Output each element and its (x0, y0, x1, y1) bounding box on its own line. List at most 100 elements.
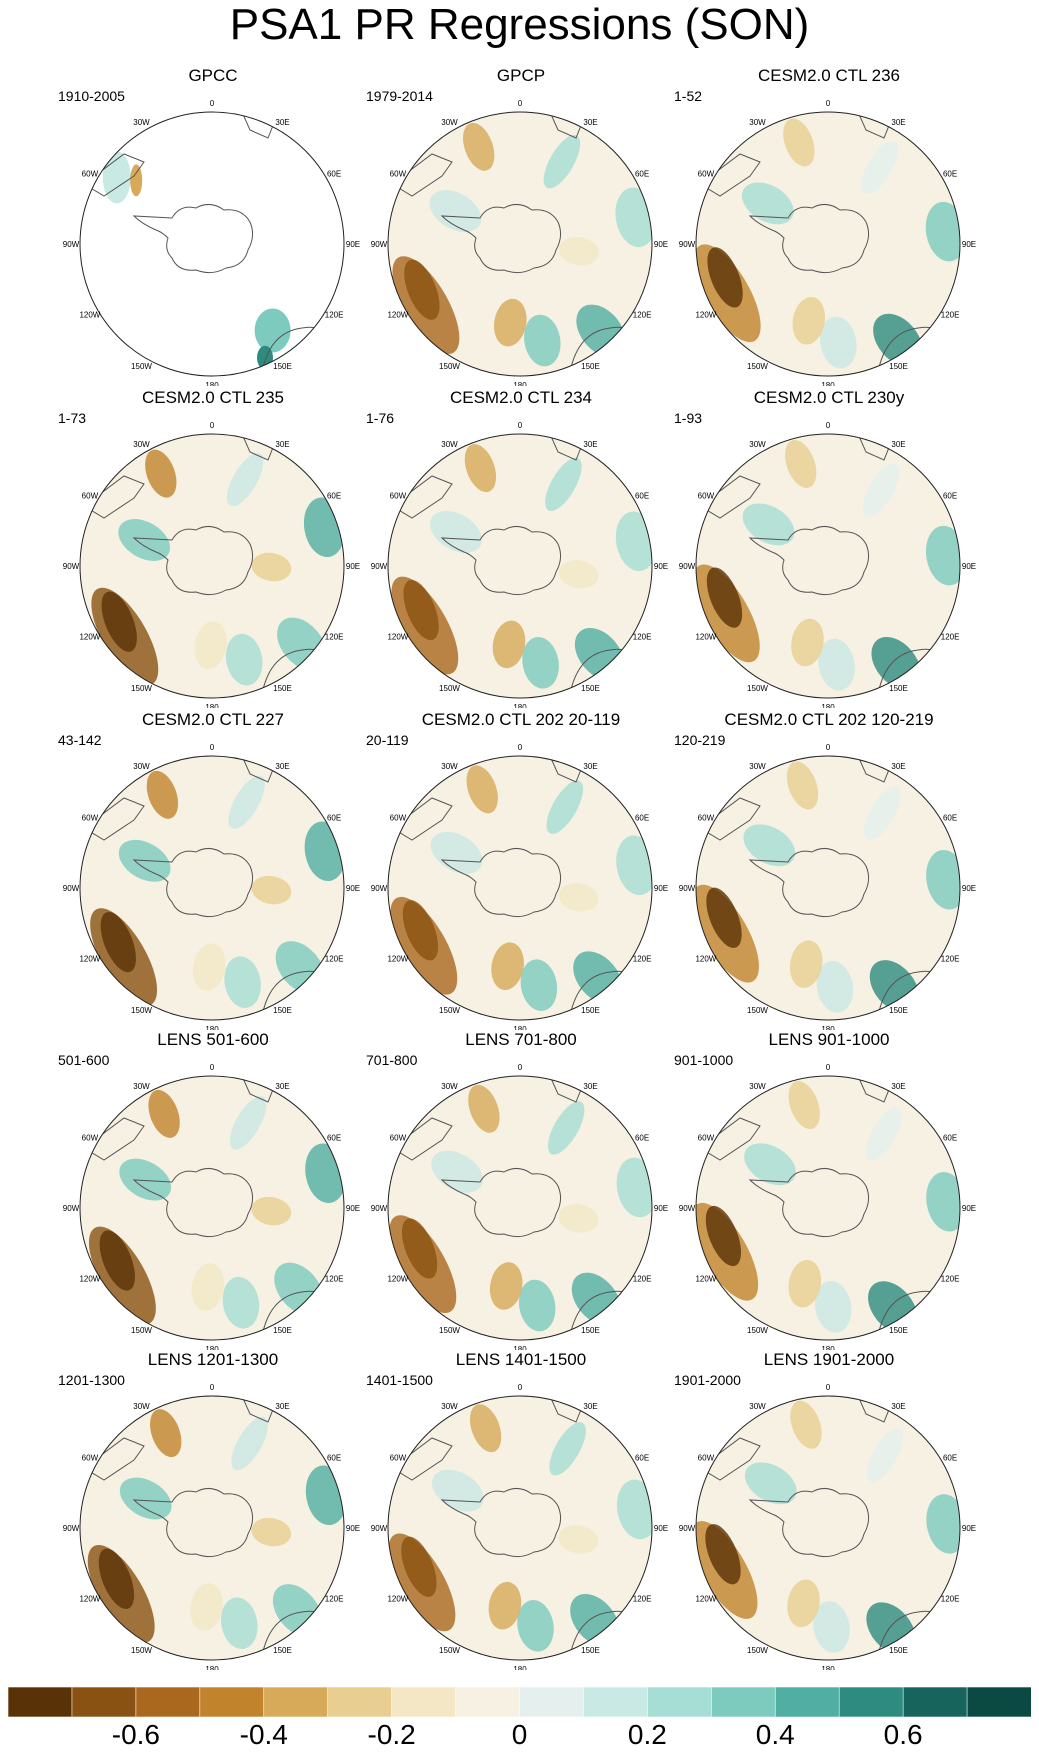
contour-blob (494, 298, 527, 347)
longitude-label: 120W (387, 311, 408, 320)
colorbar-swatch (902, 1687, 968, 1717)
south-america-coastline (83, 1437, 145, 1481)
contour-blob (520, 959, 558, 1011)
longitude-label: 120E (325, 633, 344, 642)
contour-blob (492, 620, 526, 669)
longitude-label: 90W (679, 884, 696, 893)
longitude-label: 60E (943, 1454, 957, 1463)
longitude-label: 120E (633, 955, 652, 964)
contour-blob (785, 440, 817, 488)
africa-coastline (549, 1076, 585, 1103)
colorbar-labels: -0.6 -0.4 -0.2 0 0.2 0.4 0.6 (0, 1717, 1039, 1757)
longitude-label: 90W (63, 240, 80, 249)
longitude-label: 150E (581, 1006, 600, 1015)
longitude-label: 120E (325, 311, 344, 320)
map-border (79, 755, 345, 1021)
contour-blob (741, 182, 794, 225)
longitude-label: 150W (439, 1326, 460, 1335)
contour-blob (866, 1428, 904, 1482)
panel-period: 20-119 (366, 732, 409, 748)
map-border (695, 433, 961, 699)
colorbar-swatch (583, 1687, 649, 1717)
longitude-label: 180 (513, 1345, 527, 1350)
longitude-label: 60E (635, 1134, 649, 1143)
longitude-label: 30E (891, 1082, 905, 1091)
panel-period: 1910-2005 (58, 88, 125, 104)
antarctica-coastline (748, 526, 870, 596)
longitude-label: 30W (133, 762, 150, 771)
map-border (387, 111, 653, 377)
colorbar-swatch (327, 1687, 393, 1717)
contour-blob (430, 831, 483, 874)
longitude-label: 180 (205, 1345, 219, 1350)
longitude-label: 60W (698, 1134, 715, 1143)
longitude-label: 120E (941, 1595, 960, 1604)
longitude-label: 90E (962, 884, 976, 893)
longitude-label: 90W (371, 1524, 388, 1533)
map-panel: CESM2.0 CTL 234 1-76 0 30E 60E 90E 120E 150E 180… (348, 388, 694, 708)
map-background (696, 756, 960, 1020)
longitude-label: 60E (943, 814, 957, 823)
longitude-label: 30W (133, 440, 150, 449)
contour-blob (100, 911, 136, 973)
longitude-label: 120W (387, 633, 408, 642)
contour-blob (788, 1081, 820, 1130)
longitude-label: 90E (962, 240, 976, 249)
panel-title: CESM2.0 CTL 230y (753, 388, 905, 407)
polar-map: 0 30E 60E 90E 120E 150E 180 150W 120W 90W 60W 30W (371, 743, 668, 1030)
contour-blob (558, 560, 599, 589)
antarctica-coastline (132, 848, 254, 918)
longitude-label: 0 (210, 743, 215, 752)
map-background (696, 1076, 960, 1340)
contour-blob (744, 1462, 797, 1505)
longitude-label: 60W (82, 170, 99, 179)
polar-map: 0 30E 60E 90E 120E 150E 180 150W 120W 90W 60W 30W (679, 99, 976, 386)
longitude-label: 60E (327, 814, 341, 823)
contour-blob (546, 780, 584, 834)
longitude-label: 60W (82, 1454, 99, 1463)
contour-blob (820, 316, 857, 369)
longitude-label: 90E (654, 884, 668, 893)
longitude-label: 60E (943, 170, 957, 179)
panel-period: 120-219 (674, 732, 726, 748)
map-border (387, 433, 653, 699)
map-panel: LENS 1901-2000 1901-2000 0 30E 60E 90E 120E 150… (656, 1350, 1002, 1670)
longitude-label: 30E (891, 1402, 905, 1411)
longitude-label: 60E (943, 1134, 957, 1143)
colorbar-tick-label: -0.4 (239, 1719, 288, 1750)
polar-map: 0 30E 60E 90E 120E 150E 180 150W 120W 90W 60W 30W (679, 421, 976, 708)
longitude-label: 120E (325, 955, 344, 964)
map-border (79, 1075, 345, 1341)
antarctica-coastline (132, 526, 254, 596)
longitude-label: 0 (518, 1383, 523, 1392)
map-border (695, 1075, 961, 1341)
longitude-label: 150W (747, 1326, 768, 1335)
longitude-label: 90W (679, 1204, 696, 1213)
polar-map: 0 30E 60E 90E 120E 150E 180 150W 120W 90W 60W 30W (679, 743, 976, 1030)
africa-coastline (549, 1396, 585, 1423)
contour-blob (488, 1581, 522, 1630)
contour-blob (743, 824, 796, 867)
longitude-label: 30W (441, 440, 458, 449)
longitude-label: 120W (79, 633, 100, 642)
map-background (696, 112, 960, 376)
longitude-label: 0 (210, 99, 215, 108)
longitude-label: 30W (749, 440, 766, 449)
antarctica-coastline (748, 1168, 870, 1238)
contour-blob (744, 1143, 796, 1186)
longitude-label: 90W (371, 1204, 388, 1213)
panel-title: LENS 1401-1500 (455, 1350, 587, 1369)
contour-blob (146, 770, 179, 819)
contour-blob (401, 1218, 438, 1279)
contour-blob (225, 633, 263, 686)
longitude-label: 60E (327, 1134, 341, 1143)
longitude-label: 180 (205, 1665, 219, 1670)
map-background (696, 434, 960, 698)
map-panel: CESM2.0 CTL 202 20-119 20-119 0 30E 60E 90E 12… (348, 710, 694, 1030)
antarctica-coastline (132, 1168, 254, 1238)
longitude-label: 150E (273, 1006, 292, 1015)
contour-blob (559, 236, 599, 266)
longitude-label: 150W (131, 1646, 152, 1655)
longitude-label: 60E (943, 492, 957, 501)
africa-coastline (241, 756, 277, 783)
